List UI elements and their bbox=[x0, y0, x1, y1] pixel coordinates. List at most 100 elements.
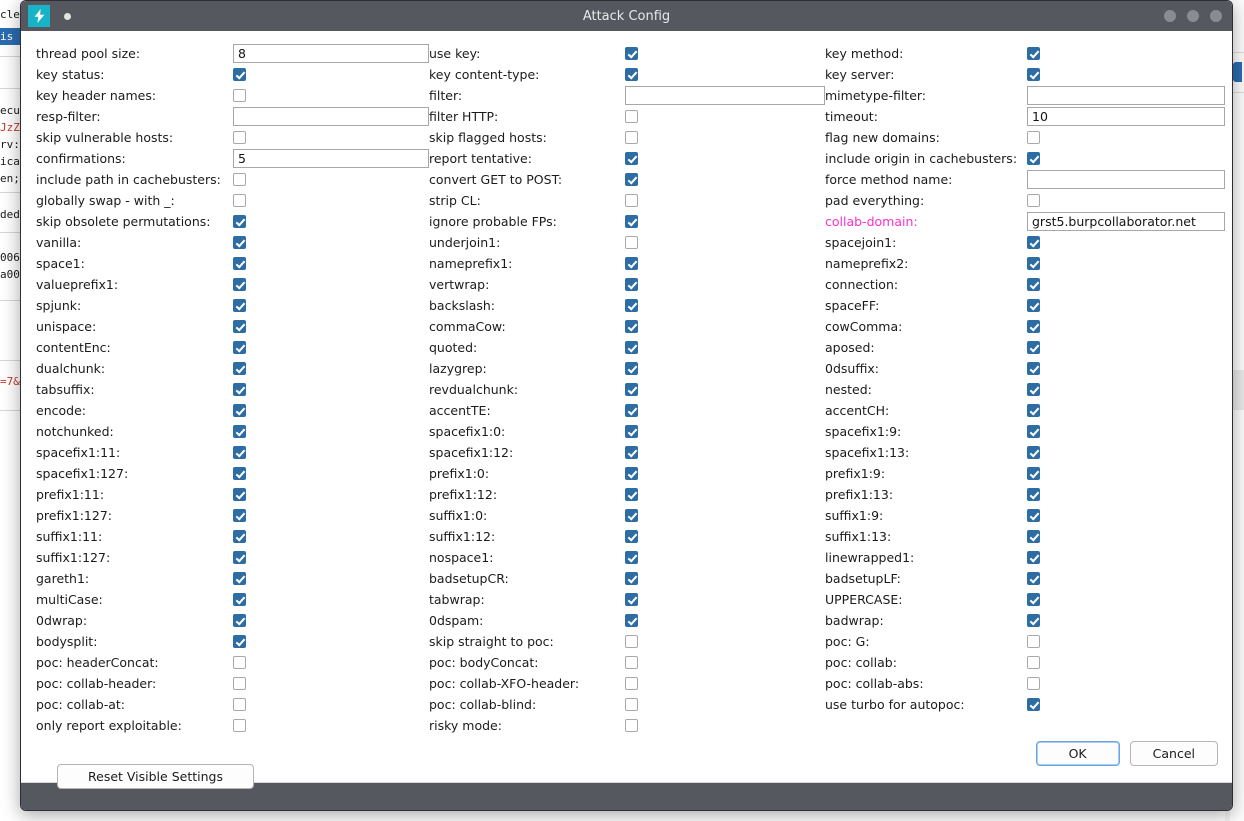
checkbox-poc-bodyconcat[interactable] bbox=[625, 656, 638, 669]
checkbox-vertwrap[interactable] bbox=[625, 278, 638, 291]
checkbox-valueprefix1[interactable] bbox=[233, 278, 246, 291]
checkbox-vanilla[interactable] bbox=[233, 236, 246, 249]
checkbox-prefix10[interactable] bbox=[625, 467, 638, 480]
dialog-titlebar[interactable]: Attack Config bbox=[21, 1, 1232, 31]
checkbox-suffix113[interactable] bbox=[1027, 530, 1040, 543]
checkbox-prefix112[interactable] bbox=[625, 488, 638, 501]
checkbox-accentte[interactable] bbox=[625, 404, 638, 417]
checkbox-revdualchunk[interactable] bbox=[625, 383, 638, 396]
checkbox-include-path-in-cachebusters[interactable] bbox=[233, 173, 246, 186]
checkbox-nospace1[interactable] bbox=[625, 551, 638, 564]
checkbox-suffix1127[interactable] bbox=[233, 551, 246, 564]
checkbox-spacefix112[interactable] bbox=[625, 446, 638, 459]
checkbox-tabsuffix[interactable] bbox=[233, 383, 246, 396]
checkbox-poc-collab-header[interactable] bbox=[233, 677, 246, 690]
checkbox-nameprefix2[interactable] bbox=[1027, 257, 1040, 270]
reset-visible-settings-button[interactable]: Reset Visible Settings bbox=[57, 764, 254, 789]
checkbox-include-origin-in-cachebusters[interactable] bbox=[1027, 152, 1040, 165]
checkbox-poc-headerconcat[interactable] bbox=[233, 656, 246, 669]
ok-button[interactable]: OK bbox=[1035, 741, 1120, 766]
checkbox-spacefix113[interactable] bbox=[1027, 446, 1040, 459]
cancel-button[interactable]: Cancel bbox=[1129, 741, 1218, 766]
checkbox-spaceff[interactable] bbox=[1027, 299, 1040, 312]
checkbox-0dwrap[interactable] bbox=[233, 614, 246, 627]
checkbox-tabwrap[interactable] bbox=[625, 593, 638, 606]
input-collab-domain[interactable] bbox=[1027, 212, 1225, 231]
checkbox-linewrapped1[interactable] bbox=[1027, 551, 1040, 564]
checkbox-0dspam[interactable] bbox=[625, 614, 638, 627]
checkbox-spacefix10[interactable] bbox=[625, 425, 638, 438]
checkbox-skip-vulnerable-hosts[interactable] bbox=[233, 131, 246, 144]
checkbox-nameprefix1[interactable] bbox=[625, 257, 638, 270]
input-timeout[interactable] bbox=[1027, 107, 1225, 126]
checkbox-bodysplit[interactable] bbox=[233, 635, 246, 648]
checkbox-commacow[interactable] bbox=[625, 320, 638, 333]
checkbox-skip-flagged-hosts[interactable] bbox=[625, 131, 638, 144]
checkbox-encode[interactable] bbox=[233, 404, 246, 417]
checkbox-cowcomma[interactable] bbox=[1027, 320, 1040, 333]
checkbox-skip-straight-to-poc[interactable] bbox=[625, 635, 638, 648]
checkbox-gareth1[interactable] bbox=[233, 572, 246, 585]
input-resp-filter[interactable] bbox=[233, 107, 429, 126]
input-filter[interactable] bbox=[625, 86, 825, 105]
checkbox-space1[interactable] bbox=[233, 257, 246, 270]
checkbox-filter-http[interactable] bbox=[625, 110, 638, 123]
checkbox-strip-cl[interactable] bbox=[625, 194, 638, 207]
checkbox-key-header-names[interactable] bbox=[233, 89, 246, 102]
checkbox-suffix112[interactable] bbox=[625, 530, 638, 543]
checkbox-key-status[interactable] bbox=[233, 68, 246, 81]
checkbox-spacejoin1[interactable] bbox=[1027, 236, 1040, 249]
checkbox-poc-collab[interactable] bbox=[1027, 656, 1040, 669]
checkbox-multicase[interactable] bbox=[233, 593, 246, 606]
checkbox-0dsuffix[interactable] bbox=[1027, 362, 1040, 375]
maximize-button[interactable] bbox=[1187, 10, 1199, 22]
checkbox-contentenc[interactable] bbox=[233, 341, 246, 354]
checkbox-badsetupcr[interactable] bbox=[625, 572, 638, 585]
checkbox-prefix111[interactable] bbox=[233, 488, 246, 501]
input-mimetype-filter[interactable] bbox=[1027, 86, 1225, 105]
checkbox-poc-collab-xfo-header[interactable] bbox=[625, 677, 638, 690]
checkbox-backslash[interactable] bbox=[625, 299, 638, 312]
checkbox-use-turbo-for-autopoc[interactable] bbox=[1027, 698, 1040, 711]
checkbox-poc-collab-blind[interactable] bbox=[625, 698, 638, 711]
checkbox-nested[interactable] bbox=[1027, 383, 1040, 396]
checkbox-key-content-type[interactable] bbox=[625, 68, 638, 81]
checkbox-skip-obsolete-permutations[interactable] bbox=[233, 215, 246, 228]
checkbox-connection[interactable] bbox=[1027, 278, 1040, 291]
checkbox-key-method[interactable] bbox=[1027, 47, 1040, 60]
checkbox-prefix19[interactable] bbox=[1027, 467, 1040, 480]
checkbox-spacefix111[interactable] bbox=[233, 446, 246, 459]
checkbox-dualchunk[interactable] bbox=[233, 362, 246, 375]
checkbox-globally-swap-with[interactable] bbox=[233, 194, 246, 207]
input-confirmations[interactable] bbox=[233, 149, 429, 168]
checkbox-suffix111[interactable] bbox=[233, 530, 246, 543]
checkbox-report-tentative[interactable] bbox=[625, 152, 638, 165]
close-button[interactable] bbox=[1210, 10, 1222, 22]
checkbox-prefix113[interactable] bbox=[1027, 488, 1040, 501]
checkbox-spacefix1127[interactable] bbox=[233, 467, 246, 480]
checkbox-accentch[interactable] bbox=[1027, 404, 1040, 417]
checkbox-prefix1127[interactable] bbox=[233, 509, 246, 522]
checkbox-quoted[interactable] bbox=[625, 341, 638, 354]
checkbox-ignore-probable-fps[interactable] bbox=[625, 215, 638, 228]
input-force-method-name[interactable] bbox=[1027, 170, 1225, 189]
checkbox-notchunked[interactable] bbox=[233, 425, 246, 438]
checkbox-flag-new-domains[interactable] bbox=[1027, 131, 1040, 144]
checkbox-poc-collab-abs[interactable] bbox=[1027, 677, 1040, 690]
background-side-tab[interactable] bbox=[1233, 62, 1242, 82]
checkbox-underjoin1[interactable] bbox=[625, 236, 638, 249]
checkbox-uppercase[interactable] bbox=[1027, 593, 1040, 606]
checkbox-pad-everything[interactable] bbox=[1027, 194, 1040, 207]
checkbox-badsetuplf[interactable] bbox=[1027, 572, 1040, 585]
checkbox-risky-mode[interactable] bbox=[625, 719, 638, 732]
checkbox-lazygrep[interactable] bbox=[625, 362, 638, 375]
checkbox-suffix10[interactable] bbox=[625, 509, 638, 522]
checkbox-convert-get-to-post[interactable] bbox=[625, 173, 638, 186]
checkbox-unispace[interactable] bbox=[233, 320, 246, 333]
checkbox-poc-g[interactable] bbox=[1027, 635, 1040, 648]
checkbox-badwrap[interactable] bbox=[1027, 614, 1040, 627]
checkbox-use-key[interactable] bbox=[625, 47, 638, 60]
checkbox-key-server[interactable] bbox=[1027, 68, 1040, 81]
checkbox-spjunk[interactable] bbox=[233, 299, 246, 312]
checkbox-only-report-exploitable[interactable] bbox=[233, 719, 246, 732]
